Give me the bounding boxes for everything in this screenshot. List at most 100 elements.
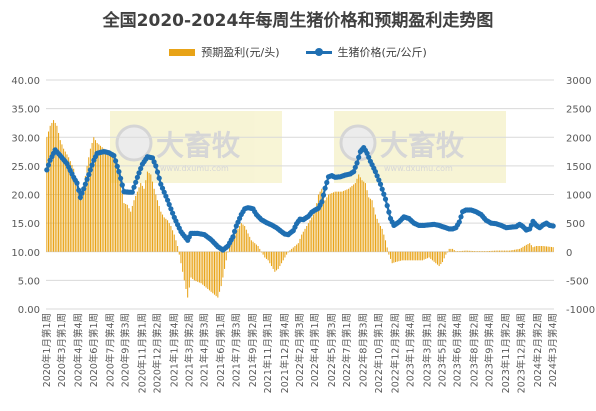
y-right-tick-label: 500 [566, 219, 585, 230]
price-point [119, 182, 125, 188]
price-point [158, 181, 164, 187]
x-tick-label: 2022年10月第1周 [373, 313, 385, 393]
profit-bar [448, 248, 450, 252]
profit-bar [294, 246, 296, 252]
profit-bar [190, 251, 192, 278]
profit-bar [128, 208, 130, 252]
price-point [170, 210, 176, 216]
profit-bar [148, 173, 150, 252]
profit-bar [544, 246, 546, 252]
watermark-brand: 大畜牧 [380, 129, 465, 162]
profit-bar [301, 234, 303, 252]
profit-bar [462, 250, 464, 252]
profit-bar [150, 174, 152, 252]
profit-bar [99, 145, 102, 252]
profit-bar [198, 251, 200, 283]
profit-bar [376, 218, 378, 252]
profit-bar [79, 194, 81, 252]
price-point [382, 196, 389, 202]
profit-bar [237, 228, 239, 252]
profit-bar [78, 188, 80, 252]
profit-bar [348, 188, 350, 252]
profit-bar [225, 251, 227, 261]
price-point [384, 203, 390, 209]
price-point [111, 153, 117, 159]
x-tick-label: 2021年1月第4周 [168, 313, 180, 387]
profit-bar [105, 149, 107, 252]
profit-bar [338, 191, 340, 252]
profit-bar [353, 184, 355, 252]
price-point [129, 189, 135, 195]
profit-bar [428, 251, 430, 258]
x-tick-label: 2020年9月第3周 [120, 313, 132, 387]
profit-bar [178, 251, 180, 255]
profit-bar [514, 249, 516, 252]
profit-bar [425, 251, 427, 259]
x-tick-label: 2021年6月第1周 [215, 313, 227, 387]
profit-bar [416, 251, 418, 261]
price-point [156, 175, 162, 181]
profit-bar [168, 223, 170, 252]
price-point [377, 181, 384, 187]
legend-item-profit: 预期盈利(元/头) [169, 44, 280, 60]
profit-bar [81, 190, 83, 252]
profit-bar [64, 151, 66, 252]
profit-bar [472, 250, 474, 252]
profit-bar [324, 200, 326, 252]
profit-bar [381, 228, 383, 252]
profit-bar [193, 251, 195, 281]
profit-bar [309, 220, 311, 252]
price-point [82, 181, 88, 187]
profit-bar [361, 180, 363, 252]
profit-bar [153, 188, 155, 252]
profit-bar [327, 194, 330, 252]
profit-bar [297, 243, 299, 252]
profit-bar [106, 150, 108, 252]
profit-bar [547, 246, 549, 252]
profit-bar [255, 244, 257, 252]
profit-bar [373, 207, 375, 252]
profit-bar [413, 251, 415, 261]
profit-bar [369, 198, 371, 252]
x-tick-label: 2024年2月第2周 [532, 313, 544, 387]
profit-bar [463, 250, 465, 252]
profit-bar [420, 251, 422, 261]
profit-bar [76, 183, 78, 252]
profit-bar [130, 211, 132, 252]
profit-bar [103, 148, 105, 252]
profit-bar [170, 225, 172, 252]
profit-bar [396, 251, 398, 262]
x-tick-label: 2022年7月第1周 [341, 313, 353, 387]
profit-bar [245, 229, 247, 252]
profit-bar [311, 217, 313, 252]
profit-bar [545, 246, 547, 252]
profit-bar [321, 188, 323, 252]
profit-bar [232, 238, 234, 252]
profit-bar [552, 247, 554, 252]
profit-bar [450, 248, 452, 252]
x-tick-label: 2022年5月第3周 [326, 313, 338, 387]
profit-bar [344, 190, 346, 252]
profit-bar [447, 251, 449, 253]
profit-bar [383, 234, 385, 252]
profit-bar [495, 250, 497, 252]
profit-bar [522, 246, 524, 252]
profit-bar [192, 251, 194, 279]
profit-bar [519, 248, 521, 252]
profit-bar [222, 251, 224, 278]
profit-bar [307, 223, 309, 252]
watermark-logo-icon [115, 124, 153, 162]
price-point [45, 162, 52, 168]
profit-bar [550, 246, 553, 252]
x-tick-label: 2022年12月第2周 [390, 313, 402, 393]
profit-bar [200, 251, 202, 284]
x-tick-label: 2021年12月第4周 [279, 313, 291, 393]
profit-bar [319, 191, 321, 252]
price-point [131, 184, 137, 190]
profit-bar [53, 120, 55, 252]
price-point [372, 169, 378, 175]
legend-label-profit: 预期盈利(元/头) [201, 46, 280, 59]
x-tick-label: 2023年1月第4周 [405, 313, 417, 387]
price-point [116, 169, 122, 175]
profit-bar [239, 225, 241, 252]
